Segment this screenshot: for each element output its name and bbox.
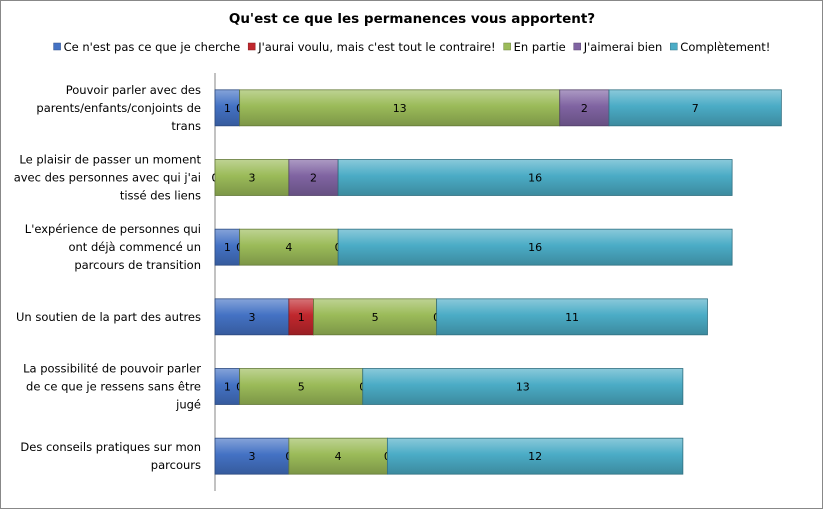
bar-segment <box>337 228 733 266</box>
category-label-line: parcours <box>151 458 201 472</box>
data-label: 13 <box>393 102 407 115</box>
data-label: 1 <box>224 241 231 254</box>
category-label-line: Un soutien de la part des autres <box>16 310 201 324</box>
legend-swatch <box>53 42 61 51</box>
bar-segment <box>288 437 388 475</box>
data-label: 2 <box>310 172 317 185</box>
category-label: Des conseils pratiques sur mon parcours <box>20 440 201 472</box>
legend-swatch <box>503 42 511 51</box>
category-label-line: ont déjà commencé un <box>68 240 201 254</box>
data-label: 16 <box>528 172 542 185</box>
category-label-line: trans <box>171 119 201 133</box>
category-label-line: tissé des liens <box>120 189 201 203</box>
data-label: 2 <box>581 102 588 115</box>
bar-segment <box>214 368 241 405</box>
legend-swatch <box>670 42 678 51</box>
data-label: 1 <box>224 381 231 394</box>
bar-segment <box>288 159 339 196</box>
data-label: 1 <box>224 102 231 115</box>
bar-segment <box>239 89 561 127</box>
data-label: 4 <box>335 450 342 463</box>
data-label: 4 <box>285 241 292 254</box>
data-label: 5 <box>298 381 305 394</box>
data-label: 7 <box>692 102 699 115</box>
legend-swatch <box>573 42 581 51</box>
category-label: Le plaisir de passer un moment avec des p… <box>14 153 202 203</box>
category-label: Pouvoir parler avec des parents/enfants/c… <box>36 83 201 133</box>
category-label-line: Des conseils pratiques sur mon <box>20 440 201 454</box>
category-label-line: parcours de transition <box>74 258 201 272</box>
category-label: L'expérience de personnes qui ont déjà co… <box>25 222 201 272</box>
category-label: Un soutien de la part des autres <box>16 310 201 324</box>
category-label-line: avec des personnes avec qui j'ai <box>14 171 201 185</box>
bar-segment <box>214 437 290 475</box>
bar-segment <box>214 228 241 266</box>
bar-segment <box>608 89 782 127</box>
category-label-line: Le plaisir de passer un moment <box>19 153 201 167</box>
legend: Ce n'est pas ce que je cherche J'aurai vo… <box>53 40 770 54</box>
data-label: 1 <box>298 311 305 324</box>
bar-segment <box>386 437 684 475</box>
bar-segment <box>239 228 339 266</box>
bar-segment <box>239 368 364 405</box>
data-label: 3 <box>248 311 255 324</box>
data-label: 3 <box>248 450 255 463</box>
category-label-line: L'expérience de personnes qui <box>25 222 201 236</box>
category-label: La possibilité de pouvoir parler de ce qu… <box>23 362 201 412</box>
category-label-line: jugé <box>175 398 201 412</box>
legend-label: Ce n'est pas ce que je cherche <box>64 40 241 54</box>
category-label-line: de ce que je ressens sans être <box>26 380 201 394</box>
data-label: 12 <box>528 450 542 463</box>
data-label: 5 <box>372 311 379 324</box>
bar-segment <box>337 159 733 196</box>
data-label: 3 <box>248 172 255 185</box>
data-label: 13 <box>516 381 530 394</box>
chart-title: Qu'est ce que les permanences vous appor… <box>229 11 595 27</box>
category-label-line: La possibilité de pouvoir parler <box>23 362 201 376</box>
bar-segment <box>313 298 438 336</box>
data-label: 11 <box>565 311 579 324</box>
legend-label: J'aurai voulu, mais c'est tout le contra… <box>257 40 495 54</box>
bar-segment <box>436 298 708 336</box>
legend-label: J'aimerai bien <box>583 40 663 54</box>
category-label-line: Pouvoir parler avec des <box>66 83 201 97</box>
legend-swatch <box>247 42 256 51</box>
legend-label: En partie <box>514 40 566 54</box>
data-label: 16 <box>528 241 542 254</box>
legend-label: Complètement! <box>680 40 770 54</box>
bar-segment <box>288 298 314 336</box>
category-label-line: parents/enfants/conjoints de <box>36 101 201 115</box>
bar-segment <box>362 368 684 405</box>
